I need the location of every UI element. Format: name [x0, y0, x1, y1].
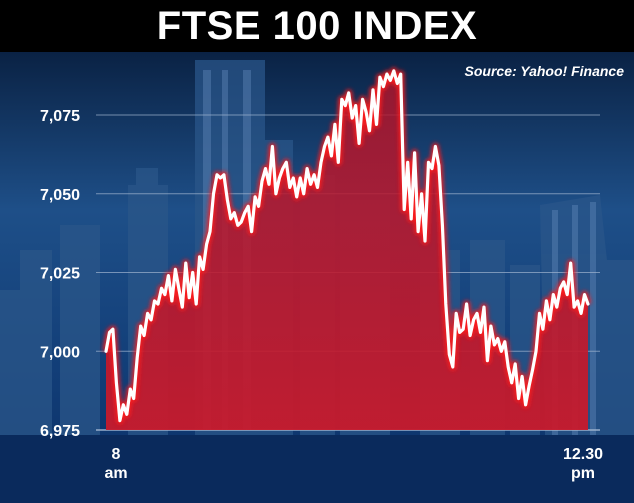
x-tick-label-suffix: am — [104, 465, 127, 482]
x-tick-label: 8 — [112, 446, 121, 463]
y-tick-label: 7,025 — [40, 266, 80, 283]
chart-title: FTSE 100 INDEX — [0, 0, 634, 52]
y-tick-label: 6,975 — [40, 423, 80, 440]
series-area — [106, 70, 588, 431]
y-axis: 6,975 7,000 7,025 7,050 7,075 — [40, 108, 80, 440]
x-tick-label-suffix: pm — [571, 465, 595, 482]
background-ground — [0, 435, 634, 503]
x-axis: 8 am 12.30 pm — [104, 446, 603, 482]
source-note: Source: Yahoo! Finance — [465, 63, 625, 79]
series-line — [104, 69, 590, 423]
y-tick-label: 7,000 — [40, 344, 80, 361]
x-tick-label: 12.30 — [563, 446, 603, 463]
y-tick-label: 7,050 — [40, 187, 80, 204]
plot-area — [102, 67, 592, 431]
y-tick-label: 7,075 — [40, 108, 80, 125]
